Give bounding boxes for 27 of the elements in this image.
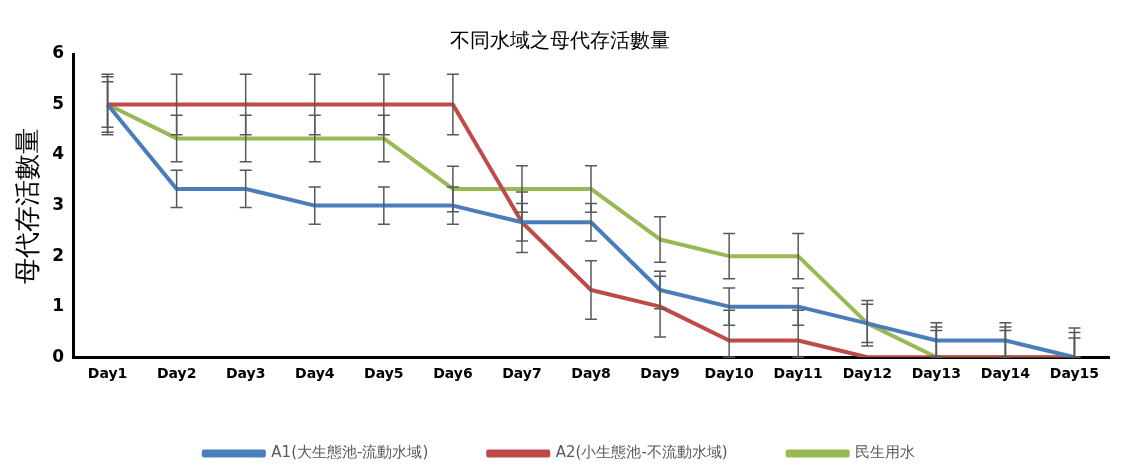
x-tick-label: Day15 — [1049, 365, 1100, 382]
y-tick-label: 5 — [52, 92, 65, 113]
legend-label: A2(小生態池-不流動水域) — [555, 443, 728, 462]
x-tick-label: Day13 — [911, 365, 961, 382]
x-tick-label: Day12 — [842, 365, 892, 382]
x-tick-label: Day1 — [87, 365, 128, 382]
legend-label: A1(大生態池-流動水域) — [271, 443, 429, 462]
chart-title: 不同水域之母代存活數量 — [449, 28, 670, 53]
y-tick-label: 3 — [52, 194, 65, 215]
y-tick-label: 0 — [52, 345, 65, 366]
y-axis-title: 母代存活數量 — [12, 127, 43, 284]
y-tick-label: 1 — [52, 295, 65, 316]
x-tick-label: Day5 — [364, 365, 404, 382]
x-tick-label: Day2 — [156, 365, 197, 382]
x-tick-label: Day3 — [225, 365, 266, 382]
x-tick-label: Day9 — [640, 365, 680, 382]
x-tick-label: Day10 — [704, 365, 755, 382]
x-tick-label: Day4 — [295, 365, 335, 382]
y-tick-label: 4 — [52, 143, 65, 164]
x-tick-label: Day11 — [773, 365, 823, 382]
y-tick-label: 6 — [52, 42, 65, 63]
y-tick-label: 2 — [52, 244, 65, 265]
x-tick-label: Day6 — [433, 365, 473, 382]
x-tick-label: Day14 — [980, 365, 1031, 382]
x-tick-label: Day8 — [571, 365, 611, 382]
x-tick-label: Day7 — [502, 365, 542, 382]
legend-label: 民生用水 — [855, 443, 916, 462]
